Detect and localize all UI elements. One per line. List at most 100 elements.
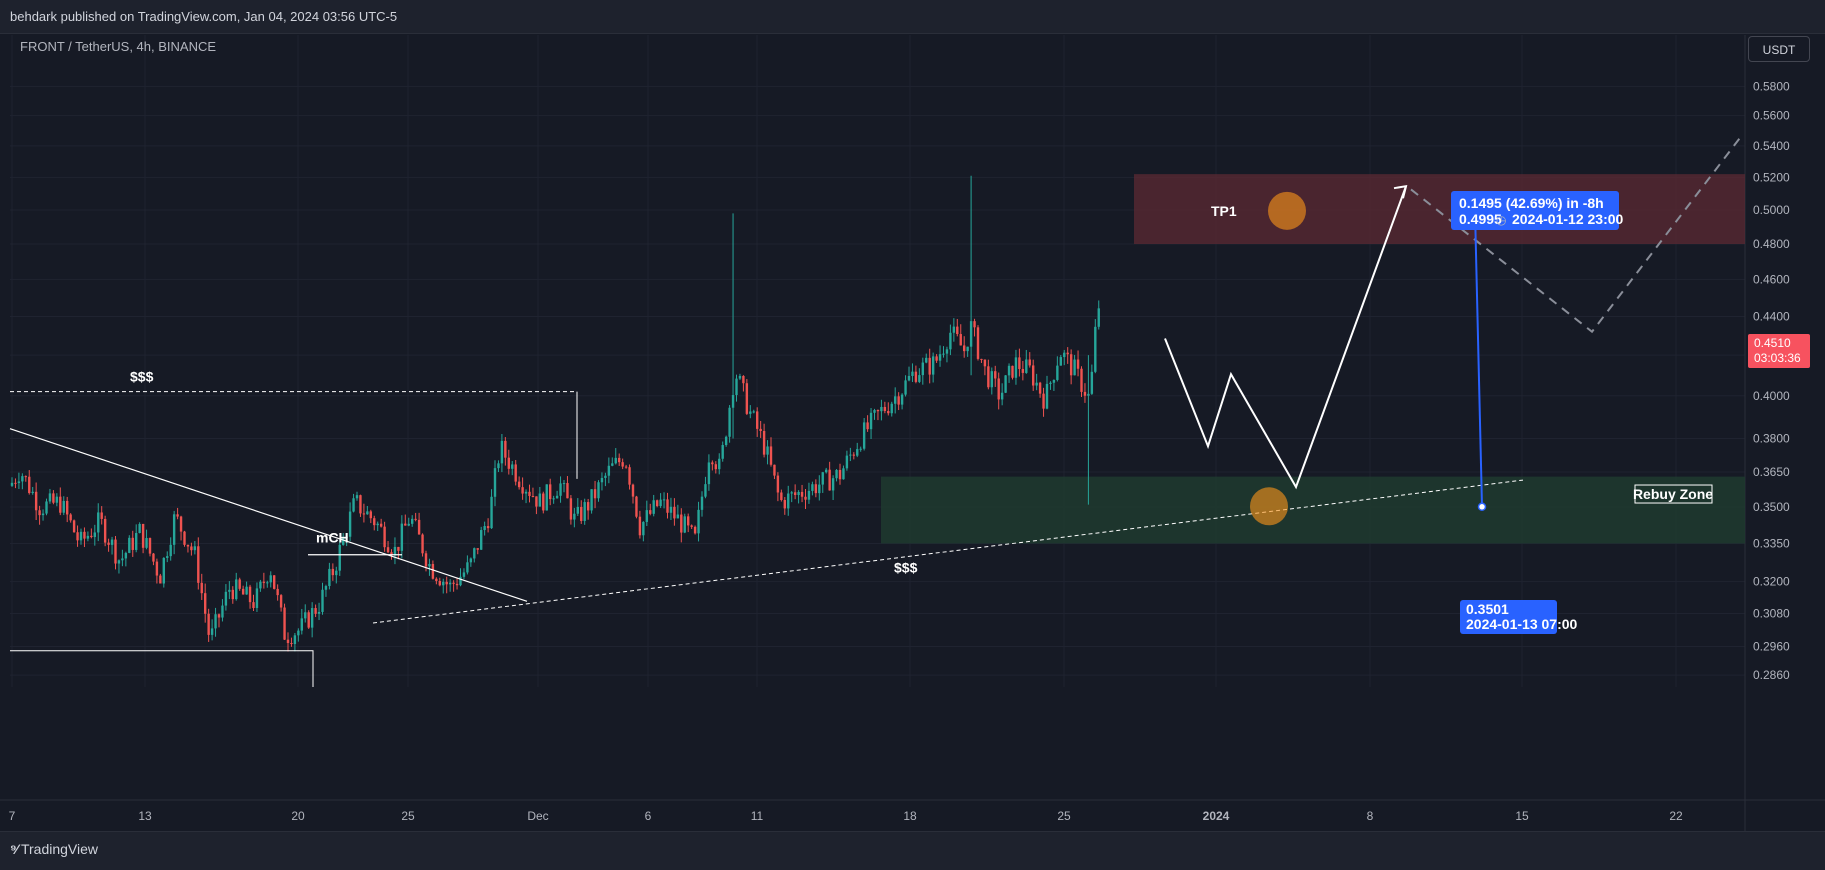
candle-body	[545, 484, 548, 511]
candle-body	[928, 357, 931, 375]
candle-body	[690, 525, 693, 527]
candle-body	[966, 346, 969, 352]
measure-bottom-box	[1460, 600, 1557, 634]
candle-body	[373, 518, 376, 526]
candle-body	[649, 510, 652, 514]
candle-body	[152, 553, 155, 562]
candle-body	[424, 553, 428, 567]
candle-body	[159, 575, 162, 584]
candle-body	[148, 538, 152, 554]
candle-body	[31, 491, 34, 493]
candle-body	[818, 484, 821, 494]
measure-line[interactable]	[1474, 210, 1483, 507]
candle-body	[880, 406, 883, 412]
candle-body	[483, 526, 486, 531]
candle-body	[676, 514, 680, 519]
candle-body	[621, 462, 624, 467]
candle-body	[52, 493, 55, 503]
candle-body	[41, 513, 45, 516]
range-box[interactable]	[10, 650, 314, 687]
candle-body	[103, 518, 107, 543]
candle-body	[200, 582, 203, 594]
measure-handle-bottom[interactable]	[1477, 502, 1487, 512]
candle-body	[176, 514, 179, 517]
candle-body	[900, 394, 904, 405]
candle-body	[586, 502, 590, 511]
candle-body	[286, 639, 290, 643]
candle-body	[838, 469, 842, 480]
candle-body	[217, 614, 221, 618]
candle-body	[1000, 392, 1004, 400]
y-tick-label: 0.4600	[1753, 272, 1790, 286]
x-tick-label: 15	[1515, 809, 1529, 823]
candle-body	[528, 491, 531, 497]
candle-body	[762, 431, 766, 455]
candle-body	[128, 537, 131, 553]
candle-body	[262, 581, 266, 583]
candle-body	[141, 523, 145, 548]
candle-body	[607, 465, 611, 476]
candle-body	[511, 464, 514, 469]
candle-body	[197, 546, 200, 583]
candle-body	[645, 510, 648, 522]
candle-body	[935, 356, 938, 361]
rebuy-zone-label-box	[1634, 484, 1713, 504]
candle-body	[573, 513, 576, 520]
candle-body	[918, 375, 921, 382]
candle-body	[618, 457, 621, 463]
candle-body	[835, 469, 838, 479]
footer-bar: ⁹⁄ TradingView	[0, 831, 1825, 870]
candle-body	[907, 375, 911, 381]
candle-body	[445, 581, 448, 585]
candle-body	[97, 512, 100, 533]
candle-body	[976, 327, 980, 359]
candle-body	[956, 326, 959, 335]
candle-body	[114, 539, 117, 564]
projection-dashed[interactable]	[1410, 134, 1743, 334]
candle-body	[1035, 382, 1038, 386]
tp1-label: TP1	[1211, 203, 1237, 219]
candle-body	[1007, 365, 1011, 376]
candle-body	[766, 446, 769, 455]
tradingview-brand[interactable]: ⁹⁄ TradingView	[10, 841, 98, 857]
currency-selector[interactable]: USDT	[1748, 36, 1810, 62]
candle-body	[559, 483, 562, 496]
candle-body	[969, 321, 973, 347]
candle-body	[531, 496, 535, 498]
descending-trendline[interactable]	[9, 428, 528, 602]
bar-countdown: 03:03:36	[1754, 351, 1801, 365]
candle-body	[83, 531, 86, 539]
projection-path[interactable]	[1164, 185, 1407, 490]
candle-body	[897, 396, 900, 405]
candle-body	[862, 422, 866, 449]
candle-body	[507, 457, 510, 469]
candle-body	[438, 581, 441, 586]
candle-body	[231, 589, 234, 600]
candle-body	[235, 579, 238, 600]
candle-body	[514, 464, 517, 482]
candle-body	[317, 611, 321, 614]
candle-body	[400, 523, 404, 551]
candle-body	[1028, 359, 1031, 366]
candle-body	[945, 349, 949, 354]
y-tick-label: 0.5600	[1753, 109, 1790, 123]
candle-body	[24, 476, 27, 478]
candle-body	[1042, 393, 1045, 409]
candle-body	[166, 556, 169, 558]
candle-body	[480, 530, 483, 550]
candle-body	[787, 493, 790, 509]
candle-body	[831, 478, 835, 491]
candle-body	[604, 475, 607, 478]
candle-body	[1056, 365, 1059, 380]
tp-zone	[1134, 174, 1745, 244]
candlestick-chart[interactable]: 7 13 20 25 Dec 6 11 18 25 2024 8 15 22 0.5800 0.5600 0.…	[0, 35, 1825, 831]
candle-body	[655, 500, 659, 507]
candle-body	[721, 445, 724, 459]
candle-body	[183, 531, 186, 545]
candle-body	[845, 455, 849, 469]
candle-body	[462, 572, 466, 577]
candle-body	[666, 499, 669, 513]
candle-body	[386, 547, 390, 553]
candle-body	[724, 436, 728, 446]
